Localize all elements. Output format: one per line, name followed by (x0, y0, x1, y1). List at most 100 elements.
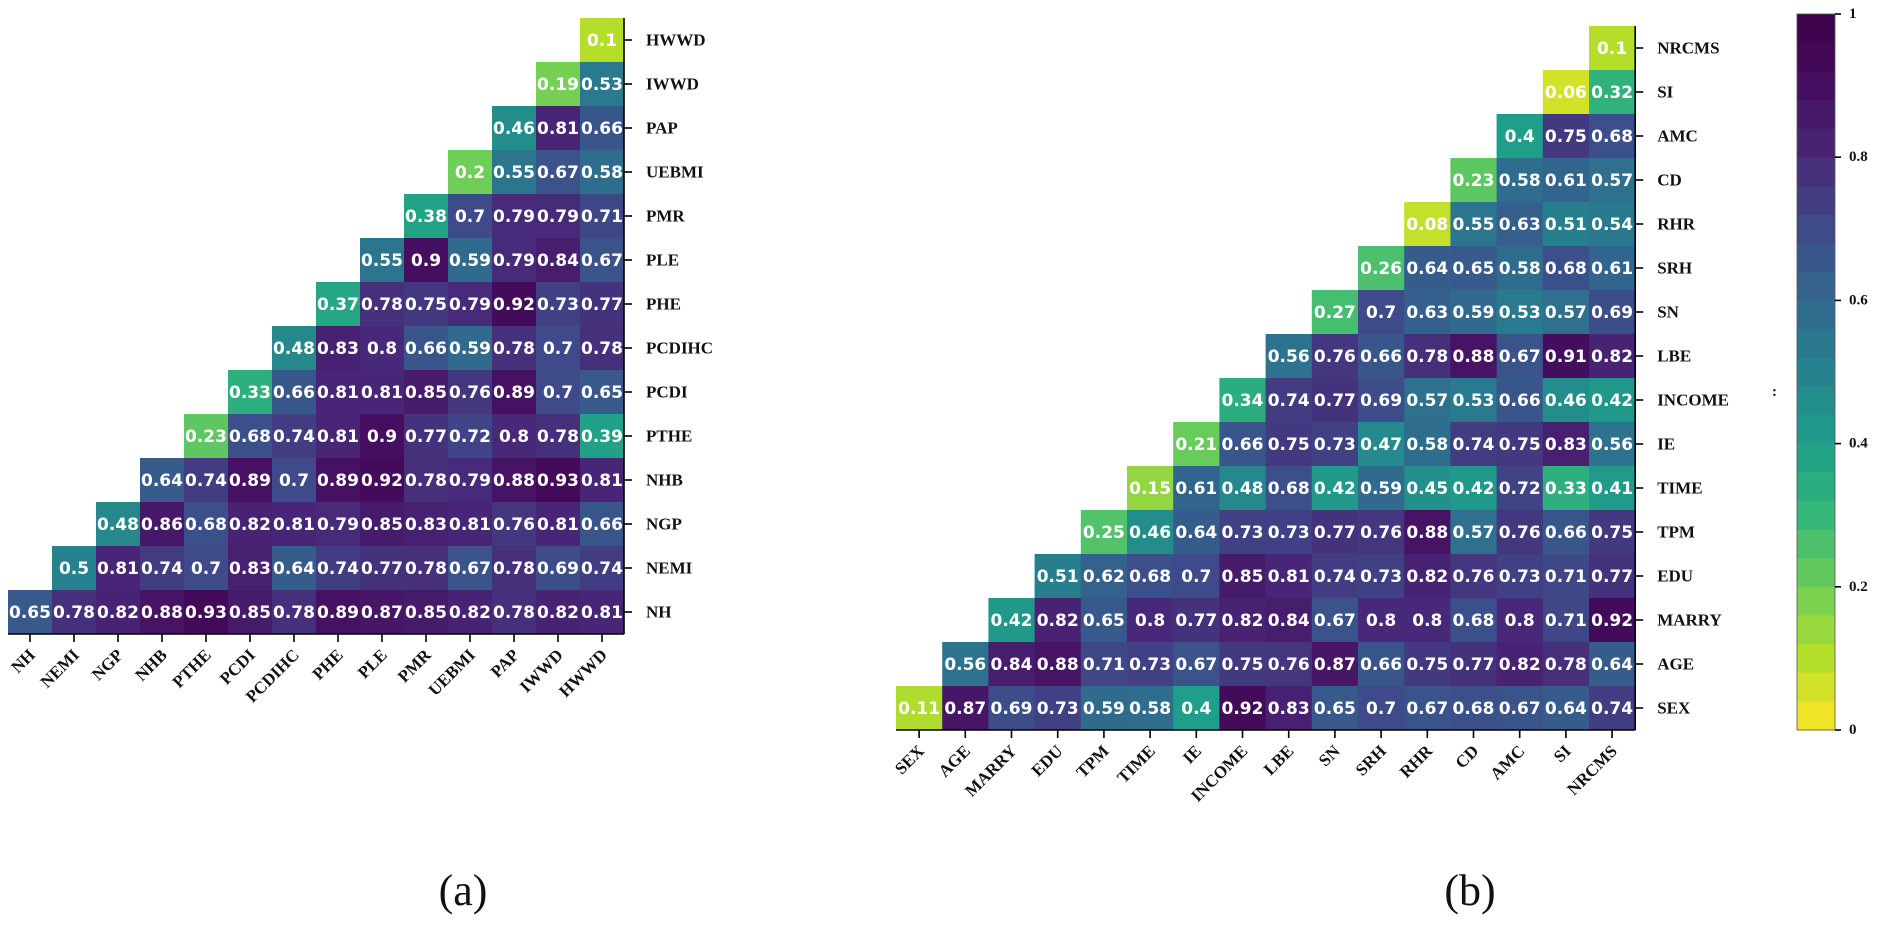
cell-value: 0.15 (1129, 479, 1171, 499)
heatmap-cell (1080, 510, 1128, 555)
heatmap-cell (1542, 334, 1590, 379)
cell-value: 0.39 (581, 427, 623, 447)
cell-value: 0.83 (1545, 435, 1587, 455)
heatmap-cell (536, 238, 581, 283)
cell-value: 0.77 (1453, 655, 1495, 675)
heatmap-cell (1496, 554, 1544, 599)
cell-value: 0.81 (581, 471, 623, 491)
heatmap-cell (1311, 334, 1359, 379)
cell-value: 0.2 (455, 163, 485, 183)
heatmap-cell (536, 458, 581, 503)
heatmap-cell (580, 150, 625, 195)
col-label: UEBMI (425, 645, 479, 699)
row-label: TIME (1657, 479, 1702, 498)
cell-value: 0.79 (317, 515, 359, 535)
heatmap-cell (1080, 686, 1128, 731)
cell-value: 0.75 (1222, 655, 1264, 675)
heatmap-cell (1173, 422, 1220, 467)
cell-value: 0.78 (581, 339, 623, 359)
cell-value: 0.72 (1499, 479, 1541, 499)
cell-value: 0.81 (537, 119, 579, 139)
col-label: NRCMS (1563, 741, 1621, 799)
heatmap-cell (1496, 642, 1544, 687)
heatmap-cell (1450, 202, 1498, 247)
cell-value: 0.74 (1453, 435, 1495, 455)
heatmap-cell (1311, 642, 1359, 687)
heatmap-cell (1589, 598, 1636, 643)
cell-value: 0.57 (1406, 391, 1448, 411)
heatmap-cell (1542, 554, 1590, 599)
cell-value: 0.65 (1083, 611, 1125, 631)
cell-value: 0.27 (1314, 303, 1356, 323)
heatmap-cell (1311, 686, 1359, 731)
heatmap-cell (1589, 510, 1636, 555)
heatmap-cell (272, 458, 317, 503)
row-label: PAP (646, 119, 678, 138)
heatmap-cell (1034, 686, 1082, 731)
heatmap-cell (1589, 290, 1636, 335)
row-label: UEBMI (646, 163, 704, 182)
heatmap-cell (536, 194, 581, 239)
cell-value: 0.66 (581, 515, 623, 535)
cell-value: 0.73 (1129, 655, 1171, 675)
cell-value: 0.75 (1268, 435, 1310, 455)
cell-value: 0.66 (405, 339, 447, 359)
cell-value: 0.08 (1406, 215, 1448, 235)
cell-value: 0.64 (141, 471, 183, 491)
cell-value: 0.92 (1222, 699, 1264, 719)
heatmap-cell (1265, 598, 1313, 643)
col-label: SRH (1352, 741, 1390, 779)
colorbar: 0 0.2 0.4 0.6 0.8 1 (1796, 6, 1868, 738)
heatmap-cell (492, 238, 537, 283)
heatmap-cell (1311, 378, 1359, 423)
heatmap-cell (1219, 510, 1267, 555)
cell-value: 0.11 (898, 699, 940, 719)
cell-value: 0.85 (229, 603, 271, 623)
heatmap-cell (1404, 334, 1451, 379)
heatmap-cell (52, 590, 97, 635)
cell-value: 0.57 (1453, 523, 1495, 543)
cell-value: 0.73 (1314, 435, 1356, 455)
heatmap-cell (580, 18, 625, 63)
col-label: PTHE (169, 645, 215, 691)
cell-value: 0.74 (141, 559, 183, 579)
heatmap-cell (1173, 598, 1220, 643)
heatmap-cell (1404, 246, 1451, 291)
heatmap-cell (448, 590, 493, 635)
col-label: SN (1315, 741, 1344, 770)
cell-value: 0.76 (1268, 655, 1310, 675)
cell-value: 0.66 (1545, 523, 1587, 543)
row-label: IWWD (646, 75, 699, 94)
row-label: LBE (1657, 347, 1691, 366)
heatmap-cell (1404, 466, 1451, 511)
cell-value: 0.48 (1222, 479, 1264, 499)
cell-value: 0.7 (543, 339, 573, 359)
cell-value: 0.7 (455, 207, 485, 227)
colorbar-tick-label: 0.4 (1849, 436, 1868, 452)
col-label: IE (1179, 741, 1205, 767)
heatmap-cell (536, 546, 581, 591)
colorbar-segment (1797, 329, 1835, 359)
heatmap-cell (404, 502, 449, 547)
cell-value: 0.85 (1222, 567, 1264, 587)
heatmap-cell (360, 414, 405, 459)
cell-value: 0.78 (405, 471, 447, 491)
row-label: HWWD (646, 31, 706, 50)
heatmap-cell (492, 370, 537, 415)
heatmap-cell (360, 238, 405, 283)
heatmap-cell (1265, 642, 1313, 687)
row-label: PLE (646, 251, 679, 270)
cell-value: 0.42 (991, 611, 1033, 631)
heatmap-cell (1358, 598, 1405, 643)
cell-value: 0.67 (1314, 611, 1356, 631)
heatmap-cell (316, 458, 361, 503)
cell-value: 0.78 (53, 603, 95, 623)
cell-value: 0.81 (1268, 567, 1310, 587)
cell-value: 0.8 (367, 339, 397, 359)
heatmap-cell (272, 590, 317, 635)
cell-value: 0.42 (1453, 479, 1495, 499)
heatmap-cell (404, 546, 449, 591)
stray-mark: : (1772, 384, 1777, 400)
cell-value: 0.84 (991, 655, 1033, 675)
